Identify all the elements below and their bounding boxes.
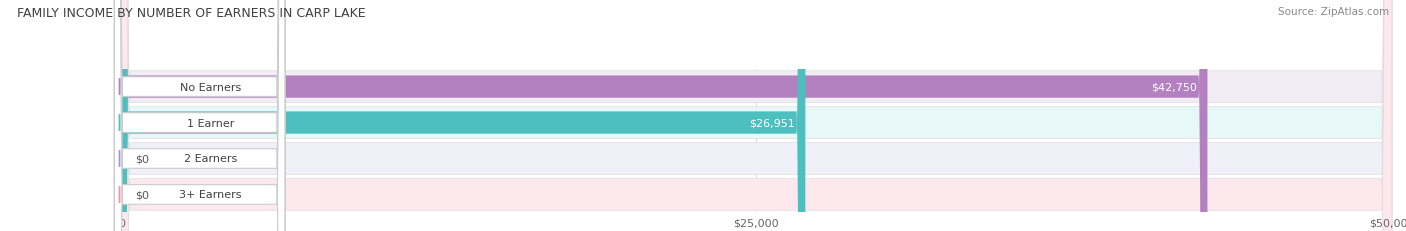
FancyBboxPatch shape: [120, 0, 1392, 231]
Text: $42,750: $42,750: [1152, 82, 1198, 92]
Text: $26,951: $26,951: [749, 118, 796, 128]
Text: 3+ Earners: 3+ Earners: [179, 190, 242, 200]
FancyBboxPatch shape: [114, 0, 285, 231]
FancyBboxPatch shape: [120, 0, 1392, 231]
Text: Source: ZipAtlas.com: Source: ZipAtlas.com: [1278, 7, 1389, 17]
Text: 2 Earners: 2 Earners: [184, 154, 238, 164]
Text: No Earners: No Earners: [180, 82, 240, 92]
FancyBboxPatch shape: [114, 0, 285, 231]
FancyBboxPatch shape: [120, 0, 806, 231]
FancyBboxPatch shape: [120, 0, 1208, 231]
FancyBboxPatch shape: [114, 0, 285, 231]
Text: $0: $0: [135, 154, 149, 164]
Text: FAMILY INCOME BY NUMBER OF EARNERS IN CARP LAKE: FAMILY INCOME BY NUMBER OF EARNERS IN CA…: [17, 7, 366, 20]
Text: $0: $0: [135, 190, 149, 200]
FancyBboxPatch shape: [120, 0, 1392, 231]
FancyBboxPatch shape: [120, 0, 1392, 231]
FancyBboxPatch shape: [114, 0, 285, 231]
Text: 1 Earner: 1 Earner: [187, 118, 235, 128]
